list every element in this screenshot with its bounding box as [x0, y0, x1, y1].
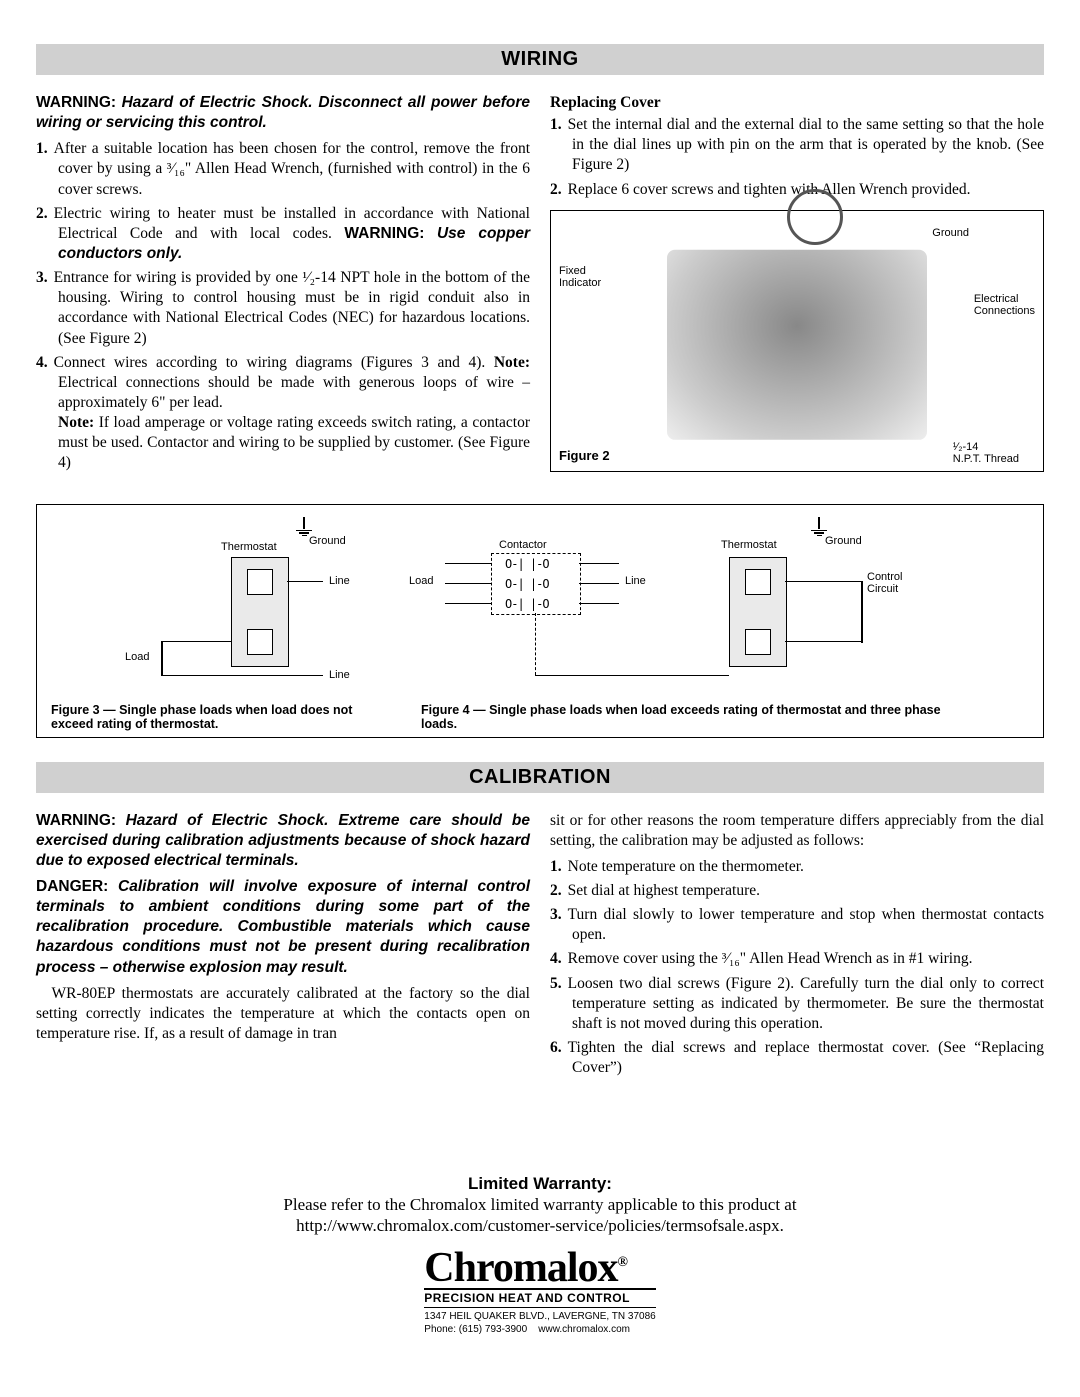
wiring-diagrams-box: Ground Thermostat Line Load Line Figure …	[36, 504, 1044, 738]
limited-warranty-heading: Limited Warranty:	[0, 1174, 1080, 1194]
fig4-contactor-label: Contactor	[499, 539, 547, 551]
wiring-step: After a suitable location has been chose…	[36, 139, 530, 199]
calibration-body-2: sit or for other reasons the room temper…	[550, 811, 1044, 851]
fig3-terminal	[247, 569, 273, 595]
fig4-line-label: Line	[625, 575, 646, 587]
replacing-step: Set the internal dial and the external d…	[550, 115, 1044, 175]
calibration-steps: Note temperature on the thermometer. Set…	[550, 857, 1044, 1078]
cal-step: Tighten the dial screws and replace ther…	[550, 1038, 1044, 1078]
cal-step: Loosen two dial screws (Figure 2). Caref…	[550, 974, 1044, 1034]
fig4-thermostat-label: Thermostat	[721, 539, 777, 551]
wiring-steps: After a suitable location has been chose…	[36, 139, 530, 473]
replacing-cover-heading: Replacing Cover	[550, 93, 1044, 113]
wiring-left-column: WARNING: Hazard of Electric Shock. Disco…	[36, 93, 530, 478]
fig4-terminal	[745, 629, 771, 655]
fig2-label-fixed-indicator: Fixed Indicator	[559, 265, 601, 289]
figure-3-caption: Figure 3 — Single phase loads when load …	[51, 697, 361, 731]
replacing-steps: Set the internal dial and the external d…	[550, 115, 1044, 200]
cal-step: Remove cover using the ³⁄₁₆" Allen Head …	[550, 949, 1044, 969]
warranty-text-2: http://www.chromalox.com/customer-servic…	[0, 1215, 1080, 1236]
cal-step: Note temperature on the thermometer.	[550, 857, 1044, 877]
wiring-columns: WARNING: Hazard of Electric Shock. Disco…	[36, 93, 1044, 478]
fig2-label-npt: ¹⁄₂-14 N.P.T. Thread	[953, 441, 1019, 465]
calibration-warning: WARNING: Hazard of Electric Shock. Extre…	[36, 811, 530, 871]
logo-tagline: PRECISION HEAT AND CONTROL	[424, 1288, 655, 1305]
company-logo: Chromalox® PRECISION HEAT AND CONTROL 13…	[424, 1250, 655, 1336]
warning-label: WARNING:	[36, 94, 116, 111]
fig4-contactor-box	[491, 553, 581, 615]
logo-text: Chromalox	[424, 1245, 617, 1291]
fig3-ground-label: Ground	[309, 535, 346, 547]
fig3-thermostat-label: Thermostat	[221, 541, 277, 553]
company-address-block: 1347 HEIL QUAKER BLVD., LAVERGNE, TN 370…	[424, 1307, 655, 1336]
calibration-danger: DANGER: Calibration will involve exposur…	[36, 877, 530, 978]
figure-4-diagram: Contactor O-| |-O O-| |-O O-| |-O Load L…	[391, 517, 1029, 727]
wiring-right-column: Replacing Cover Set the internal dial an…	[550, 93, 1044, 478]
warranty-text-1: Please refer to the Chromalox limited wa…	[0, 1194, 1080, 1215]
calibration-columns: WARNING: Hazard of Electric Shock. Extre…	[36, 811, 1044, 1083]
figure-2-coil-icon	[787, 189, 843, 245]
figure-2-photo-placeholder	[667, 250, 927, 440]
fig4-control-circuit-label: Control Circuit	[867, 571, 902, 595]
cal-step: Turn dial slowly to lower temperature an…	[550, 905, 1044, 945]
fig3-line-label: Line	[329, 575, 350, 587]
section-heading-wiring: WIRING	[36, 44, 1044, 75]
calibration-body-1: WR-80EP thermostats are accurately calib…	[36, 984, 530, 1044]
fig2-label-ground: Ground	[932, 227, 969, 239]
figure-3-diagram: Ground Thermostat Line Load Line Figure …	[51, 517, 381, 727]
fig3-load-label: Load	[125, 651, 149, 663]
registered-icon: ®	[618, 1255, 627, 1270]
company-address: 1347 HEIL QUAKER BLVD., LAVERGNE, TN 370…	[424, 1310, 655, 1323]
fig4-load-label: Load	[409, 575, 433, 587]
company-contact: Phone: (615) 793-3900 www.chromalox.com	[424, 1323, 655, 1336]
wiring-step: Connect wires according to wiring diagra…	[36, 353, 530, 474]
calibration-right-column: sit or for other reasons the room temper…	[550, 811, 1044, 1083]
calibration-left-column: WARNING: Hazard of Electric Shock. Extre…	[36, 811, 530, 1083]
fig2-label-electrical-connections: Electrical Connections	[974, 293, 1035, 317]
fig4-ground-label: Ground	[825, 535, 862, 547]
document-page: WIRING WARNING: Hazard of Electric Shock…	[0, 0, 1080, 1397]
section-heading-calibration: CALIBRATION	[36, 762, 1044, 793]
fig3-terminal	[247, 629, 273, 655]
cal-step: Set dial at highest temperature.	[550, 881, 1044, 901]
fig3-line-label2: Line	[329, 669, 350, 681]
figure-2: Ground Fixed Indicator Electrical Connec…	[550, 210, 1044, 472]
wiring-step: Electric wiring to heater must be instal…	[36, 204, 530, 264]
figure-2-caption: Figure 2	[559, 448, 610, 465]
footer: Limited Warranty: Please refer to the Ch…	[0, 1174, 1080, 1337]
wiring-warning: WARNING: Hazard of Electric Shock. Disco…	[36, 93, 530, 133]
wiring-step: Entrance for wiring is provided by one ¹…	[36, 268, 530, 349]
figure-4-caption: Figure 4 — Single phase loads when load …	[421, 697, 941, 731]
fig4-terminal	[745, 569, 771, 595]
